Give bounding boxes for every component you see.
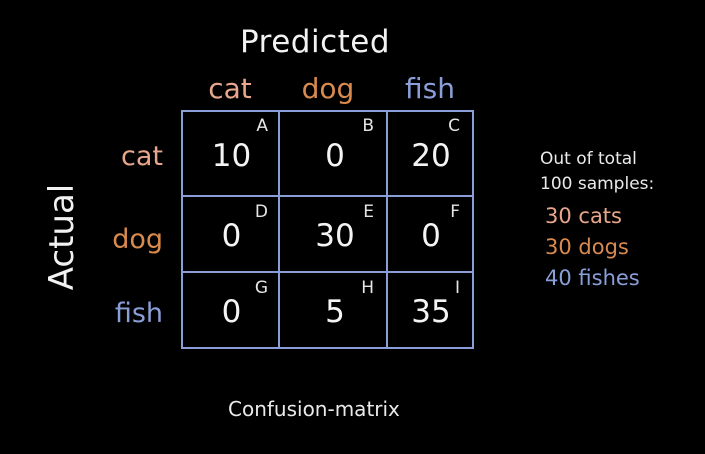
summary-line-2: 100 samples: — [540, 174, 655, 194]
summary-count-fishes: 40 fishes — [545, 266, 640, 290]
cell-letter: G — [254, 278, 268, 298]
cell-letter: C — [448, 116, 460, 136]
row-label-fish: fish — [114, 298, 163, 329]
summary-count-cats: 30 cats — [545, 204, 622, 228]
cell-value: 0 — [221, 218, 242, 254]
cell-value: 0 — [421, 218, 441, 254]
predicted-axis-title: Predicted — [240, 24, 391, 60]
cell-value: 30 — [315, 218, 355, 254]
column-label-cat: cat — [208, 72, 252, 105]
row-label-cat: cat — [121, 141, 163, 172]
cell-letter: I — [454, 278, 460, 298]
cell-dog-cat: D 0 — [183, 198, 280, 271]
cell-letter: A — [256, 116, 268, 136]
cell-cat-cat: A 10 — [183, 112, 280, 192]
cell-value: 5 — [325, 294, 345, 330]
summary-line-1: Out of total — [540, 149, 637, 169]
cell-dog-dog: E 30 — [284, 198, 386, 271]
cell-value: 20 — [411, 138, 451, 174]
summary-count-dogs: 30 dogs — [545, 235, 629, 259]
cell-value: 0 — [221, 294, 242, 330]
diagram-caption: Confusion-matrix — [228, 397, 400, 421]
cell-dog-fish: F 0 — [390, 198, 472, 271]
column-label-dog: dog — [301, 72, 355, 105]
cell-value: 35 — [411, 294, 451, 330]
cell-cat-dog: B 0 — [284, 112, 386, 192]
cell-letter: D — [254, 202, 268, 222]
cell-letter: E — [363, 202, 374, 222]
confusion-matrix-grid: A 10 B 0 C 20 D 0 E 30 F 0 G 0 H 5 I 35 — [181, 110, 474, 349]
cell-fish-dog: H 5 — [284, 274, 386, 347]
cell-letter: B — [362, 116, 374, 136]
cell-fish-cat: G 0 — [183, 274, 280, 347]
cell-letter: H — [361, 278, 374, 298]
cell-fish-fish: I 35 — [390, 274, 472, 347]
actual-axis-title: Actual — [42, 183, 82, 291]
row-label-dog: dog — [112, 224, 163, 255]
cell-value: 0 — [325, 138, 345, 174]
cell-value: 10 — [211, 138, 252, 174]
cell-cat-fish: C 20 — [390, 112, 472, 192]
column-label-fish: fish — [405, 72, 455, 105]
cell-letter: F — [450, 202, 460, 222]
grid-lines — [181, 110, 474, 349]
